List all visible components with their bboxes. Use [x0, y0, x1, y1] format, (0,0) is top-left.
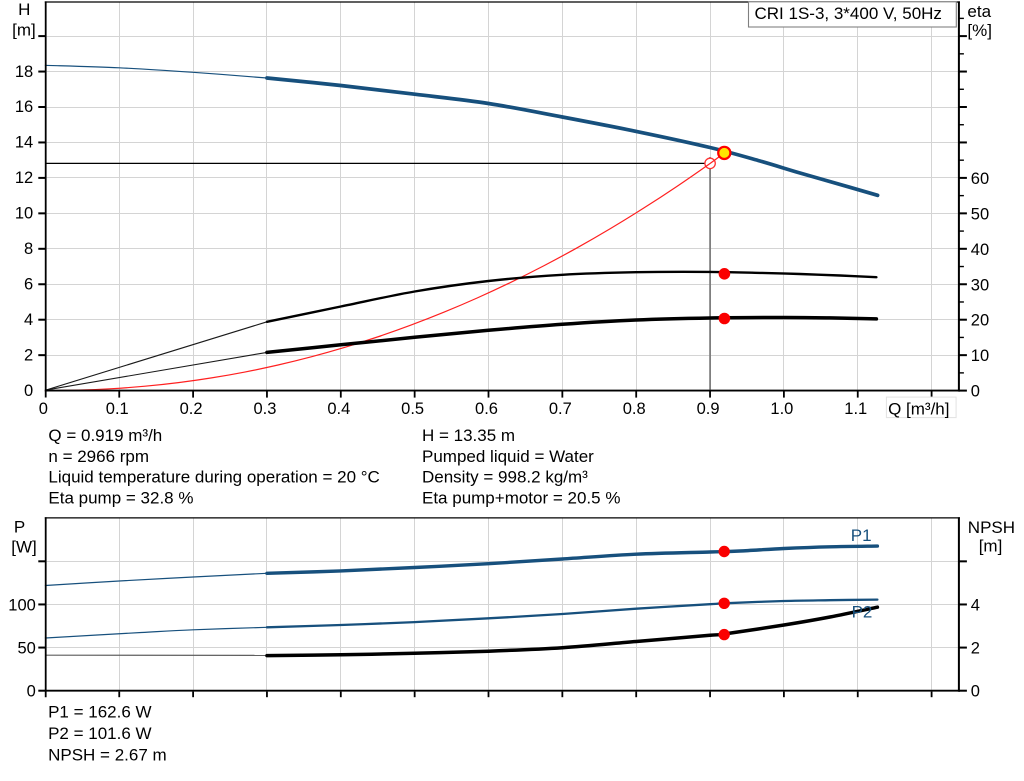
- svg-text:100: 100: [8, 596, 36, 614]
- svg-text:1.0: 1.0: [770, 400, 793, 418]
- svg-text:eta: eta: [967, 2, 991, 21]
- svg-text:CRI 1S-3, 3*400 V, 50Hz: CRI 1S-3, 3*400 V, 50Hz: [755, 4, 942, 23]
- svg-text:[m]: [m]: [12, 20, 36, 39]
- svg-text:Liquid temperature during oper: Liquid temperature during operation = 20…: [48, 468, 379, 487]
- svg-text:[W]: [W]: [11, 537, 37, 556]
- svg-text:30: 30: [971, 276, 989, 294]
- svg-text:0: 0: [971, 683, 980, 701]
- svg-text:[m]: [m]: [979, 536, 1003, 555]
- svg-text:6: 6: [24, 275, 33, 293]
- svg-text:P1 = 162.6 W: P1 = 162.6 W: [48, 702, 151, 721]
- svg-text:10: 10: [15, 205, 33, 223]
- svg-text:60: 60: [971, 170, 989, 188]
- svg-text:0.5: 0.5: [401, 400, 424, 418]
- svg-text:0: 0: [971, 383, 980, 401]
- svg-text:20: 20: [971, 312, 989, 330]
- svg-text:40: 40: [971, 241, 989, 259]
- svg-text:Density = 998.2 kg/m³: Density = 998.2 kg/m³: [422, 468, 588, 487]
- svg-text:0.1: 0.1: [106, 400, 129, 418]
- svg-text:0.4: 0.4: [327, 400, 350, 418]
- svg-text:n = 2966 rpm: n = 2966 rpm: [48, 447, 149, 466]
- svg-text:0: 0: [39, 400, 48, 418]
- svg-text:0.2: 0.2: [180, 400, 203, 418]
- svg-text:Q = 0.919 m³/h: Q = 0.919 m³/h: [48, 426, 162, 445]
- svg-text:10: 10: [971, 347, 989, 365]
- svg-text:0: 0: [24, 382, 33, 400]
- svg-text:Q [m³/h]: Q [m³/h]: [888, 400, 949, 419]
- svg-text:Eta pump = 32.8 %: Eta pump = 32.8 %: [48, 488, 193, 507]
- svg-text:4: 4: [971, 596, 980, 614]
- svg-text:8: 8: [24, 240, 33, 258]
- svg-text:1.1: 1.1: [844, 400, 867, 418]
- svg-text:0.8: 0.8: [623, 400, 646, 418]
- svg-text:P: P: [14, 517, 25, 536]
- svg-text:NPSH = 2.67 m: NPSH = 2.67 m: [48, 746, 167, 765]
- svg-text:50: 50: [17, 640, 35, 658]
- svg-text:Eta pump+motor = 20.5 %: Eta pump+motor = 20.5 %: [422, 488, 620, 507]
- svg-text:2: 2: [971, 640, 980, 658]
- svg-text:18: 18: [15, 63, 33, 81]
- svg-text:P1: P1: [851, 526, 872, 545]
- svg-text:2: 2: [24, 346, 33, 364]
- svg-text:P2: P2: [852, 603, 873, 622]
- svg-text:14: 14: [15, 134, 33, 152]
- svg-text:P2 = 101.6 W: P2 = 101.6 W: [48, 724, 151, 743]
- svg-text:0.7: 0.7: [549, 400, 572, 418]
- svg-text:12: 12: [15, 169, 33, 187]
- svg-text:16: 16: [15, 98, 33, 116]
- svg-text:50: 50: [971, 205, 989, 223]
- svg-text:[%]: [%]: [967, 21, 992, 40]
- svg-text:NPSH: NPSH: [968, 518, 1015, 537]
- svg-text:Pumped liquid = Water: Pumped liquid = Water: [422, 447, 594, 466]
- svg-text:H: H: [18, 0, 30, 19]
- svg-text:0.6: 0.6: [475, 400, 498, 418]
- svg-text:0.9: 0.9: [697, 400, 720, 418]
- svg-text:4: 4: [24, 311, 33, 329]
- svg-text:H = 13.35 m: H = 13.35 m: [422, 426, 515, 445]
- svg-text:0.3: 0.3: [253, 400, 276, 418]
- svg-text:0: 0: [27, 683, 36, 701]
